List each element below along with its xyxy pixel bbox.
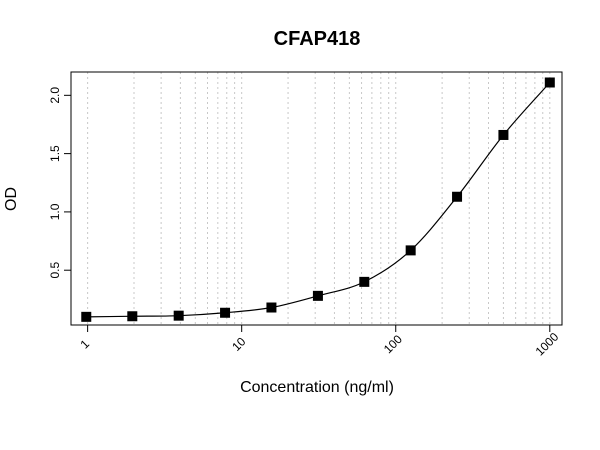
y-tick-label: 1.0: [48, 203, 62, 220]
x-tick-label: 100: [381, 332, 405, 356]
y-tick-label: 0.5: [48, 262, 62, 279]
data-point: [127, 311, 138, 322]
data-point: [498, 129, 509, 140]
data-point: [452, 191, 463, 202]
chart-title: CFAP418: [274, 28, 361, 50]
data-point: [405, 245, 416, 256]
plot-frame: [70, 71, 563, 326]
x-axis-label: Concentration (ng/ml): [240, 379, 394, 396]
x-tick-label: 1000: [533, 330, 562, 359]
gridlines: [87, 72, 551, 325]
y-tick-label: 1.5: [48, 145, 62, 162]
data-points: [81, 77, 555, 322]
y-axis-label: OD: [3, 187, 20, 211]
x-tick-label: 10: [229, 334, 249, 354]
x-tick-label: 1: [77, 337, 92, 352]
data-point: [220, 307, 231, 318]
data-point: [544, 77, 555, 88]
fit-curve: [86, 82, 551, 318]
y-tick-label: 2.0: [48, 87, 62, 104]
data-point: [312, 290, 323, 301]
data-point: [266, 302, 277, 313]
data-point: [81, 311, 92, 322]
x-axis: 1 10 100 1000: [77, 325, 562, 359]
data-point: [359, 276, 370, 287]
data-point: [173, 310, 184, 321]
y-axis: 0.5 1.0 1.5 2.0: [48, 87, 71, 279]
